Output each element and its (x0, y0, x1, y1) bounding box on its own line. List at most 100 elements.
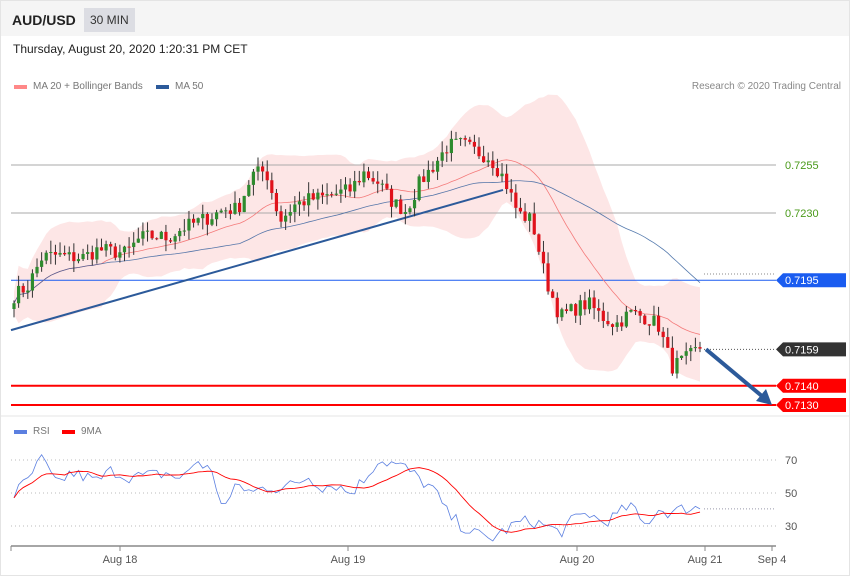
candle-body (81, 253, 85, 260)
candle-body (399, 199, 403, 214)
candle-body (63, 252, 67, 255)
candle-body (684, 351, 688, 356)
candle-body (49, 252, 53, 254)
candle-body (30, 273, 35, 291)
candle-body (242, 195, 246, 213)
candle-body (233, 202, 237, 214)
candle-body (472, 141, 477, 147)
credit: Research © 2020 Trading Central (691, 81, 841, 92)
price-tag (776, 342, 846, 357)
candle-body (348, 184, 352, 192)
candle-body (251, 171, 256, 185)
candle-body (145, 230, 150, 232)
candle-body (574, 304, 578, 316)
candle-body (560, 309, 564, 318)
candle-body (109, 244, 113, 247)
candle-body (265, 171, 269, 181)
candle-body (385, 183, 389, 189)
candle-body (679, 355, 684, 358)
time-tick-label: Sep 4 (758, 554, 787, 566)
candle-body (569, 304, 573, 312)
candle-body (652, 315, 656, 326)
candle-body (357, 180, 361, 183)
price-tag (776, 273, 846, 288)
candle-body (408, 208, 412, 213)
candle-body (86, 252, 90, 254)
candle-body (205, 214, 209, 225)
candle-body (67, 252, 71, 255)
price-tag (776, 378, 846, 393)
candle-body (99, 247, 104, 251)
candle-body (274, 192, 279, 212)
candle-body (210, 219, 214, 225)
candle-body (95, 247, 99, 260)
candle-body (546, 263, 550, 292)
candle-body (389, 188, 394, 207)
candle-body (431, 169, 435, 172)
candle-body (118, 252, 122, 258)
candle-body (458, 138, 463, 140)
legend-ma9: 9MA (62, 426, 102, 437)
candle-body (297, 201, 302, 205)
time-tick-label: Aug 21 (688, 554, 723, 566)
legend-rsi: RSI (14, 426, 50, 437)
candle-body (482, 156, 486, 163)
candle-body (656, 315, 661, 332)
candle-body (445, 152, 449, 154)
candle-body (606, 320, 610, 325)
candle-body (279, 211, 283, 222)
candle-body (514, 192, 518, 208)
candle-body (693, 347, 697, 349)
candle-body (247, 184, 251, 196)
time-tick-label: Aug 18 (103, 554, 138, 566)
candle-body (491, 160, 495, 169)
candle-body (325, 194, 329, 196)
candle-body (689, 347, 693, 352)
legend-rsi-label: RSI (33, 426, 50, 437)
candle-body (371, 178, 375, 182)
candle-body (495, 168, 500, 177)
candle-body (178, 231, 182, 237)
candle-body (412, 199, 417, 209)
candle-body (293, 204, 297, 213)
candle-body (486, 160, 490, 163)
candle-body (187, 218, 191, 231)
candle-body (21, 285, 25, 293)
legend-ma9-label: 9MA (81, 426, 102, 437)
timestamp: Thursday, August 20, 2020 1:20:31 PM CET (13, 42, 248, 56)
candle-body (164, 231, 168, 241)
candle-body (578, 300, 582, 316)
price-tag (776, 398, 846, 412)
candle-body (228, 210, 232, 214)
candle-body (72, 252, 76, 262)
candle-body (53, 252, 58, 255)
chart-header: AUD/USD 30 MIN (1, 1, 849, 36)
candle-body (528, 213, 532, 221)
candle-body (201, 214, 205, 219)
candle-body (284, 215, 288, 222)
candle-body (564, 309, 569, 312)
candle-body (122, 246, 127, 253)
candle-body (90, 252, 94, 260)
candle-body (376, 181, 380, 184)
candle-body (541, 251, 546, 264)
legend-ma20-label: MA 20 + Bollinger Bands (33, 81, 143, 92)
candle-body (597, 308, 601, 311)
candle-body (537, 234, 541, 252)
candle-body (237, 202, 242, 213)
legend-ma50: MA 50 (156, 81, 203, 92)
candle-body (270, 180, 274, 193)
candle-body (532, 213, 536, 235)
timeframe-button[interactable]: 30 MIN (84, 8, 135, 32)
candle-body (150, 230, 154, 239)
candle-body (12, 303, 16, 309)
rsi-axis-label: 70 (785, 455, 797, 467)
candle-body (468, 139, 472, 142)
candle-body (182, 230, 186, 232)
candle-body (417, 176, 421, 200)
candle-body (670, 347, 674, 374)
candle-body (592, 297, 596, 309)
candle-body (505, 173, 509, 190)
candle-body (155, 238, 159, 240)
